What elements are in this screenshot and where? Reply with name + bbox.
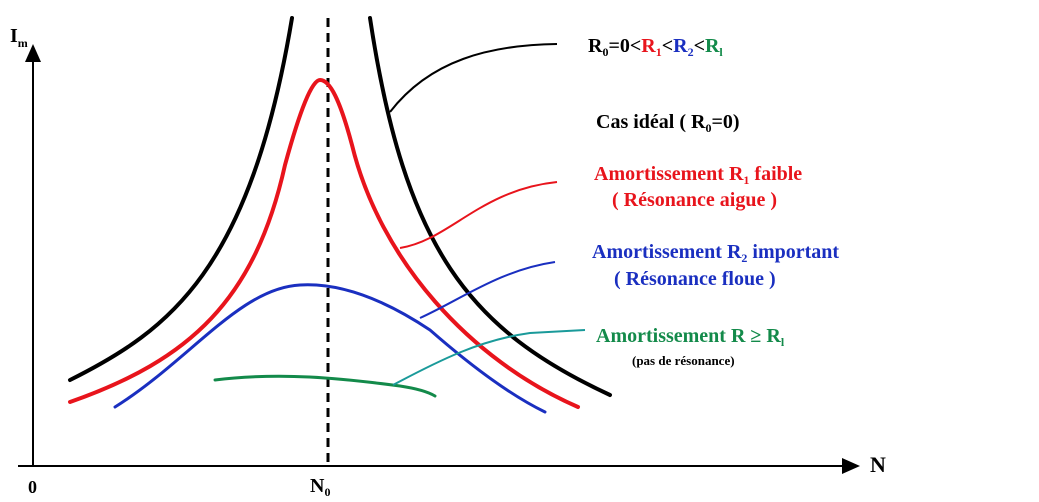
damping-order-part: < — [694, 35, 705, 57]
x-axis-label: N — [870, 452, 886, 477]
leader-line-green — [392, 329, 586, 386]
damping-order-subscript: 2 — [688, 45, 694, 59]
damping-order-part: R — [588, 35, 603, 57]
resonance-freq-label: N0 — [310, 475, 330, 497]
weak-damping-label: Amortissement R1 faible — [594, 163, 802, 187]
weak-damping-sublabel: ( Résonance aigue ) — [612, 189, 777, 211]
damping-order-subscript: l — [719, 45, 723, 59]
important-damping-curve — [113, 283, 547, 414]
ideal-curve-right — [368, 16, 612, 397]
damping-order-subscript: 1 — [656, 45, 662, 59]
no-resonance-label: Amortissement R ≥ Rl — [596, 325, 785, 349]
no-resonance-curve — [213, 374, 437, 398]
damping-order-subscript: 0 — [602, 45, 608, 59]
damping-order-label: R0=0<R1<R2<Rl — [588, 35, 723, 59]
damping-order-part: =0< — [608, 35, 641, 57]
leader-line-blue — [419, 261, 556, 319]
important-damping-label: Amortissement R2 important — [592, 241, 839, 265]
origin-label: 0 — [28, 477, 37, 497]
leader-line-black — [389, 43, 558, 113]
damping-order-part: < — [662, 35, 673, 57]
leader-line-red — [399, 181, 558, 249]
weak-damping-curve — [68, 77, 580, 409]
important-damping-sublabel: ( Résonance floue ) — [614, 268, 776, 290]
ideal-case-label: Cas idéal ( R0=0) — [596, 111, 740, 135]
no-resonance-sublabel: (pas de résonance) — [632, 353, 735, 368]
ideal-curve-left — [68, 16, 294, 382]
damping-order-part: R — [705, 35, 720, 57]
damping-order-part: R — [673, 35, 688, 57]
y-axis-label: Im — [10, 25, 28, 50]
damping-order-part: R — [641, 35, 656, 57]
